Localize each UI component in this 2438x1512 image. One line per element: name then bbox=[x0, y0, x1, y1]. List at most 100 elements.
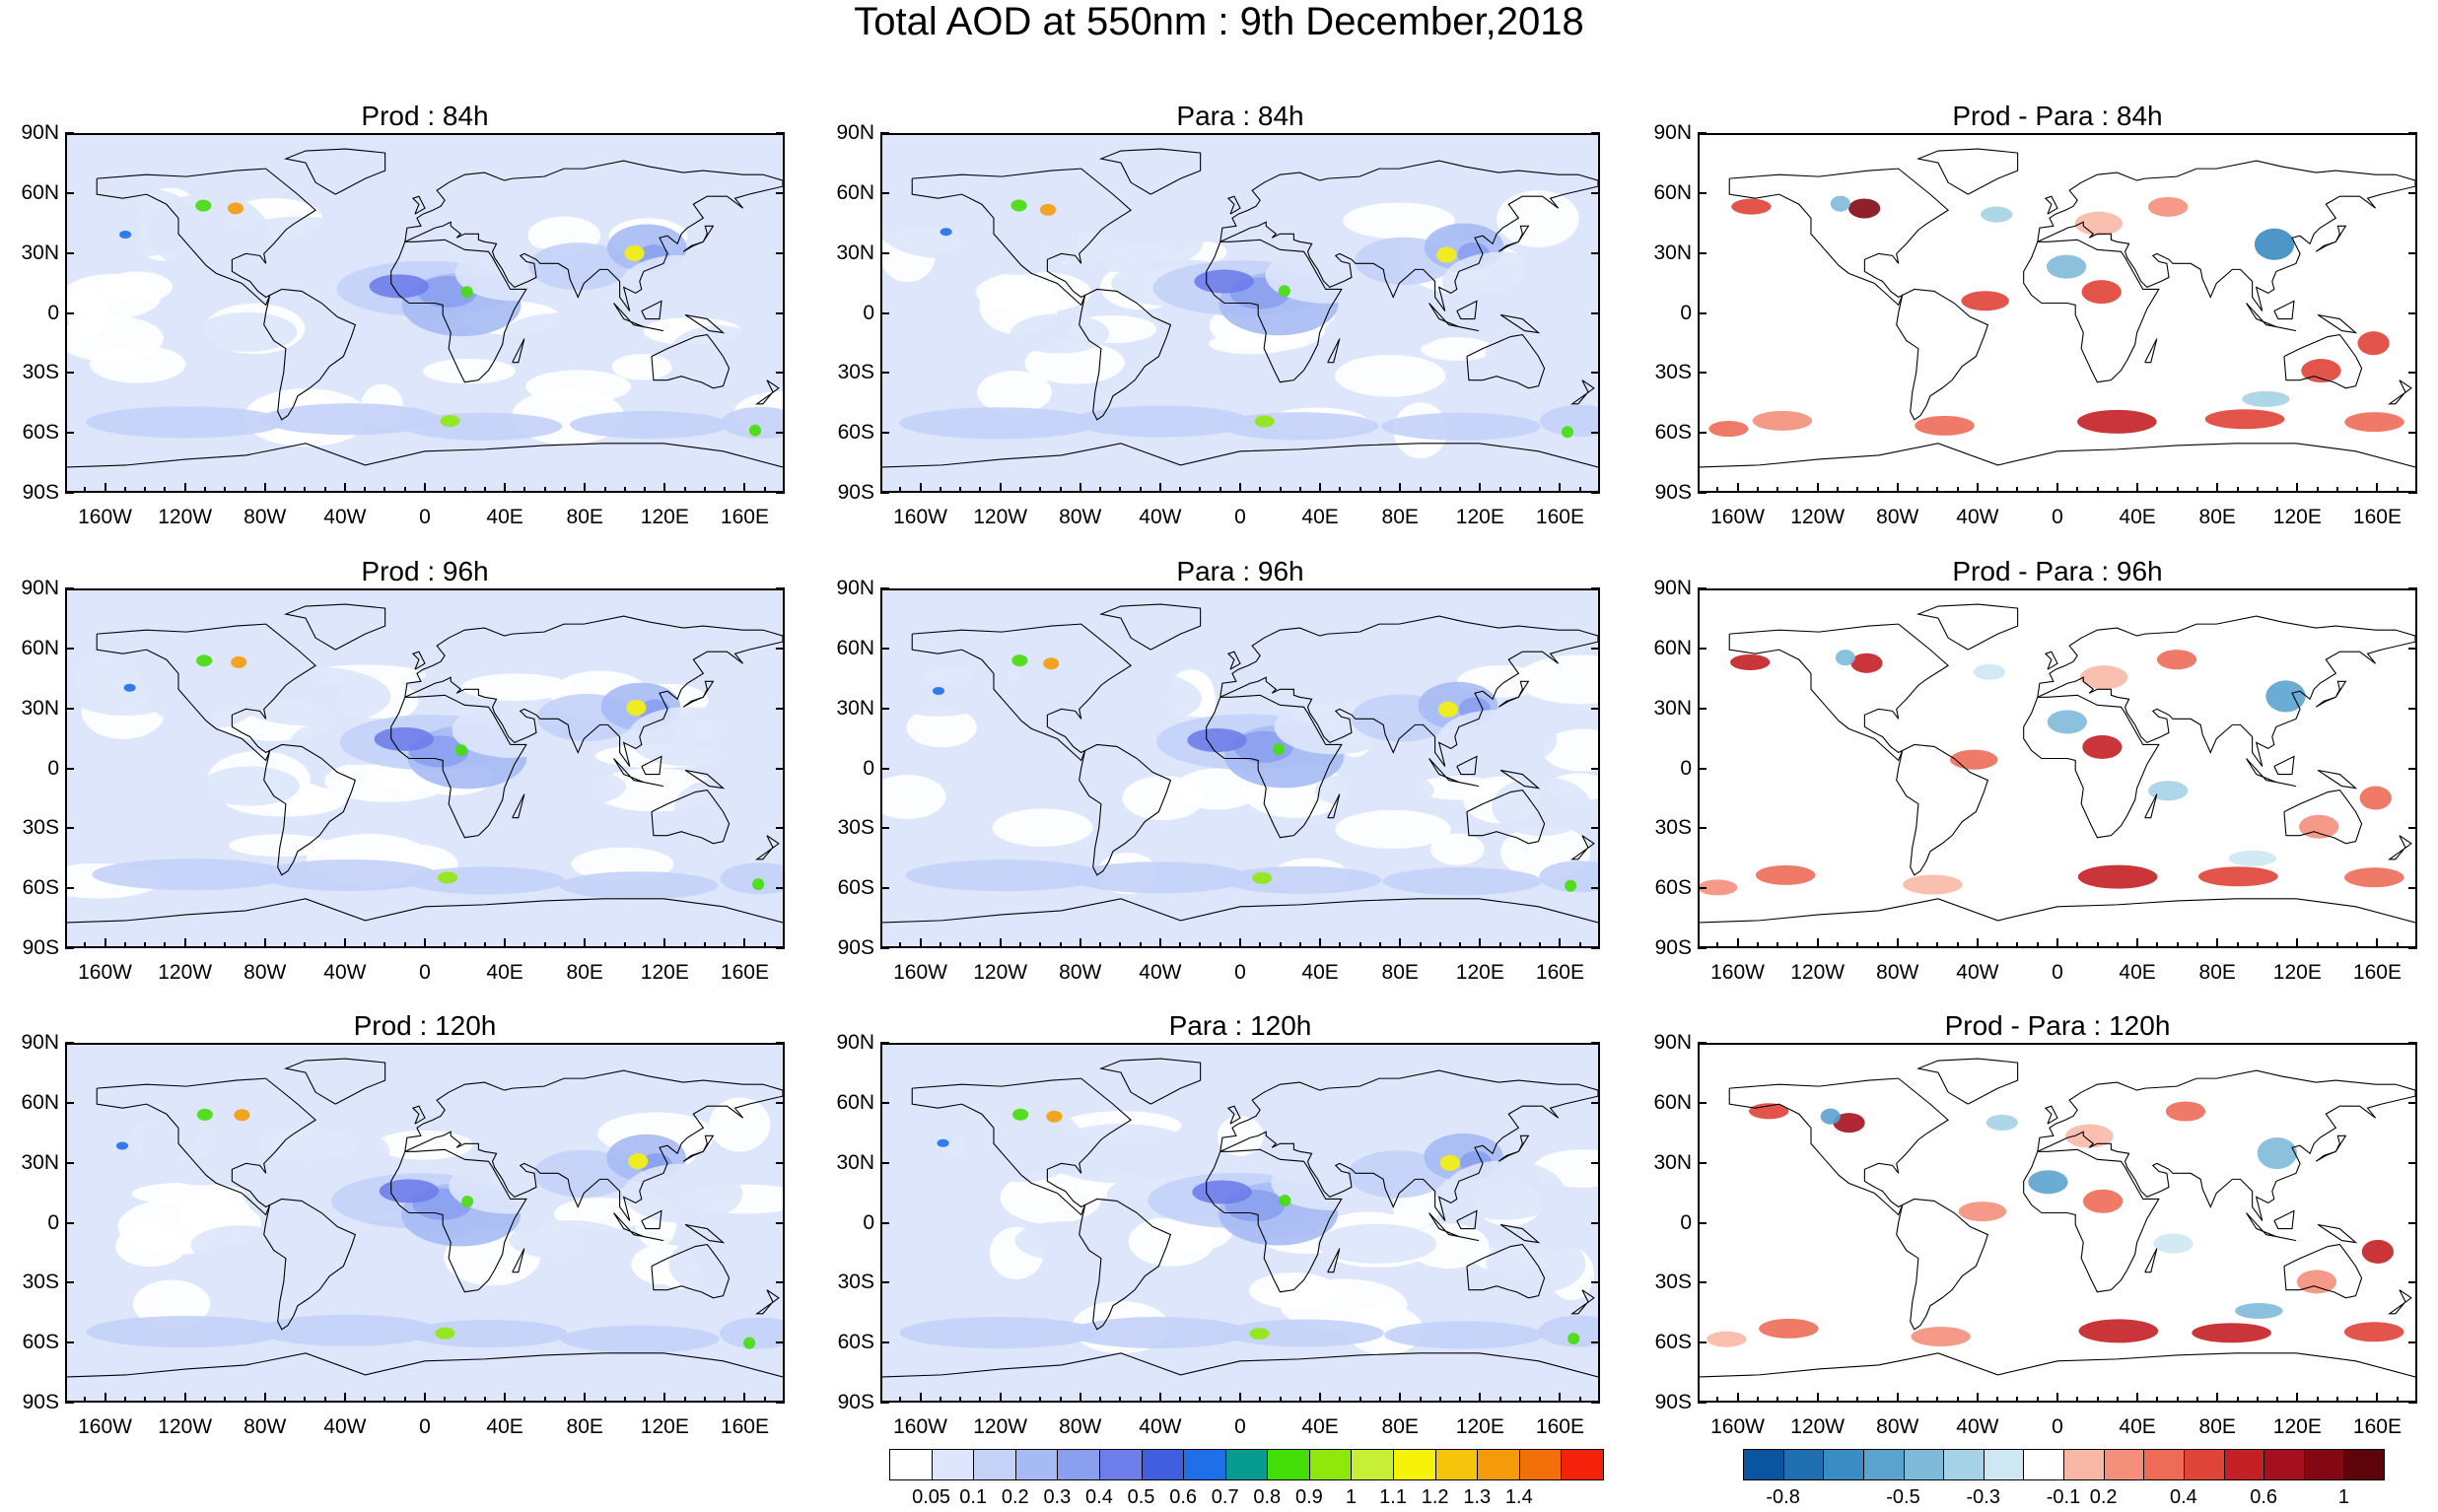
latitude-tick bbox=[776, 251, 785, 254]
latitude-tick bbox=[2408, 1341, 2417, 1344]
coastline bbox=[1428, 1212, 1480, 1242]
difference-contour bbox=[2079, 665, 2128, 690]
longitude-tick bbox=[2136, 1393, 2139, 1403]
aod-contour bbox=[1221, 865, 1382, 894]
longitude-tick bbox=[2195, 487, 2198, 493]
longitude-tick bbox=[1179, 942, 1182, 948]
aod-contour bbox=[1486, 1233, 1586, 1294]
longitude-tick bbox=[1119, 942, 1122, 948]
longitude-tick bbox=[2335, 942, 2338, 948]
longitude-label: 80W bbox=[244, 506, 287, 528]
longitude-tick bbox=[2096, 942, 2099, 948]
longitude-label: 0 bbox=[419, 1415, 431, 1438]
longitude-tick bbox=[999, 483, 1002, 493]
longitude-tick bbox=[2116, 487, 2119, 493]
longitude-tick bbox=[1498, 487, 1501, 493]
difference-contour bbox=[2082, 734, 2123, 759]
map-field bbox=[1700, 148, 2415, 468]
latitude-tick bbox=[65, 1341, 74, 1344]
longitude-tick bbox=[2356, 942, 2359, 948]
longitude-label: 80W bbox=[1059, 1415, 1102, 1438]
longitude-tick bbox=[703, 487, 706, 493]
aod-contour bbox=[437, 871, 458, 884]
longitude-tick bbox=[1796, 942, 1799, 948]
map-plot-area bbox=[880, 588, 1600, 948]
coastline bbox=[1700, 1352, 2415, 1378]
latitude-tick bbox=[2408, 191, 2417, 194]
longitude-tick bbox=[1199, 942, 1202, 948]
latitude-tick bbox=[1591, 1042, 1600, 1044]
longitude-tick bbox=[1099, 1397, 1102, 1403]
aod-contour bbox=[435, 1327, 455, 1340]
latitude-tick bbox=[1591, 827, 1600, 830]
difference-contour bbox=[1835, 650, 1855, 666]
aod-contour bbox=[1046, 1110, 1063, 1123]
coastline bbox=[411, 1105, 426, 1125]
latitude-label: 60S bbox=[1654, 876, 1692, 900]
longitude-tick bbox=[1716, 942, 1719, 948]
longitude-label: 80E bbox=[1381, 961, 1419, 984]
latitude-tick bbox=[1698, 311, 1707, 314]
latitude-label: 90S bbox=[22, 1391, 59, 1413]
longitude-tick bbox=[2296, 938, 2299, 948]
latitude-tick bbox=[776, 1042, 785, 1044]
colorbar-swatch bbox=[1308, 1449, 1353, 1480]
latitude-tick bbox=[1698, 827, 1707, 830]
difference-contour bbox=[2156, 650, 2197, 670]
longitude-tick bbox=[603, 1397, 606, 1403]
coastline bbox=[390, 239, 527, 383]
clean-air-area bbox=[131, 1182, 245, 1205]
longitude-tick bbox=[2036, 1397, 2039, 1403]
longitude-tick bbox=[1239, 1393, 1241, 1403]
longitude-tick bbox=[2156, 487, 2159, 493]
longitude-tick bbox=[979, 942, 982, 948]
longitude-label: 120E bbox=[2272, 1415, 2322, 1438]
aod-contour bbox=[1011, 768, 1112, 808]
aod-contour bbox=[231, 655, 247, 668]
aod-contour bbox=[195, 199, 212, 212]
longitude-tick bbox=[224, 1397, 227, 1403]
coastline bbox=[2037, 615, 2415, 767]
coastline bbox=[390, 1148, 527, 1293]
aod-contour bbox=[1252, 871, 1273, 884]
latitude-tick bbox=[1698, 767, 1707, 770]
aod-contour bbox=[628, 1153, 649, 1170]
longitude-label: 160E bbox=[720, 1415, 769, 1438]
longitude-tick bbox=[1479, 938, 1482, 948]
longitude-tick bbox=[979, 487, 982, 493]
latitude-label: 90S bbox=[22, 936, 59, 959]
longitude-tick bbox=[2036, 487, 2039, 493]
latitude-tick bbox=[880, 1221, 889, 1224]
longitude-tick bbox=[1279, 1397, 1282, 1403]
longitude-tick bbox=[1776, 487, 1779, 493]
latitude-tick bbox=[880, 887, 889, 890]
longitude-tick bbox=[2396, 487, 2399, 493]
longitude-tick bbox=[683, 487, 686, 493]
longitude-tick bbox=[84, 1397, 87, 1403]
colorbar-swatch bbox=[1267, 1449, 1310, 1480]
coastline bbox=[911, 623, 1133, 762]
latitude-tick bbox=[880, 372, 889, 375]
latitude-label: 90N bbox=[21, 1031, 59, 1054]
longitude-tick bbox=[284, 942, 287, 948]
longitude-tick bbox=[1399, 1393, 1402, 1403]
longitude-tick bbox=[2376, 1393, 2379, 1403]
longitude-tick bbox=[444, 1397, 447, 1403]
longitude-label: 160W bbox=[1710, 961, 1765, 984]
coastline bbox=[684, 769, 726, 790]
longitude-tick bbox=[1438, 942, 1441, 948]
aod-contour bbox=[1187, 728, 1247, 753]
panel-title: Prod - Para : 84h bbox=[1952, 101, 2163, 131]
colorbar-swatch bbox=[2023, 1449, 2064, 1480]
coastline bbox=[2044, 1105, 2058, 1125]
longitude-tick bbox=[2335, 1397, 2338, 1403]
latitude-label: 30N bbox=[1653, 241, 1692, 264]
aod-contour bbox=[379, 1179, 440, 1203]
longitude-tick bbox=[1179, 487, 1182, 493]
colorbar-swatch bbox=[1903, 1449, 1945, 1480]
colorbar-label: -0.8 bbox=[1766, 1486, 1800, 1508]
latitude-label: 30N bbox=[836, 696, 874, 720]
longitude-tick bbox=[2096, 1397, 2099, 1403]
longitude-tick bbox=[683, 942, 686, 948]
latitude-tick bbox=[776, 587, 785, 589]
